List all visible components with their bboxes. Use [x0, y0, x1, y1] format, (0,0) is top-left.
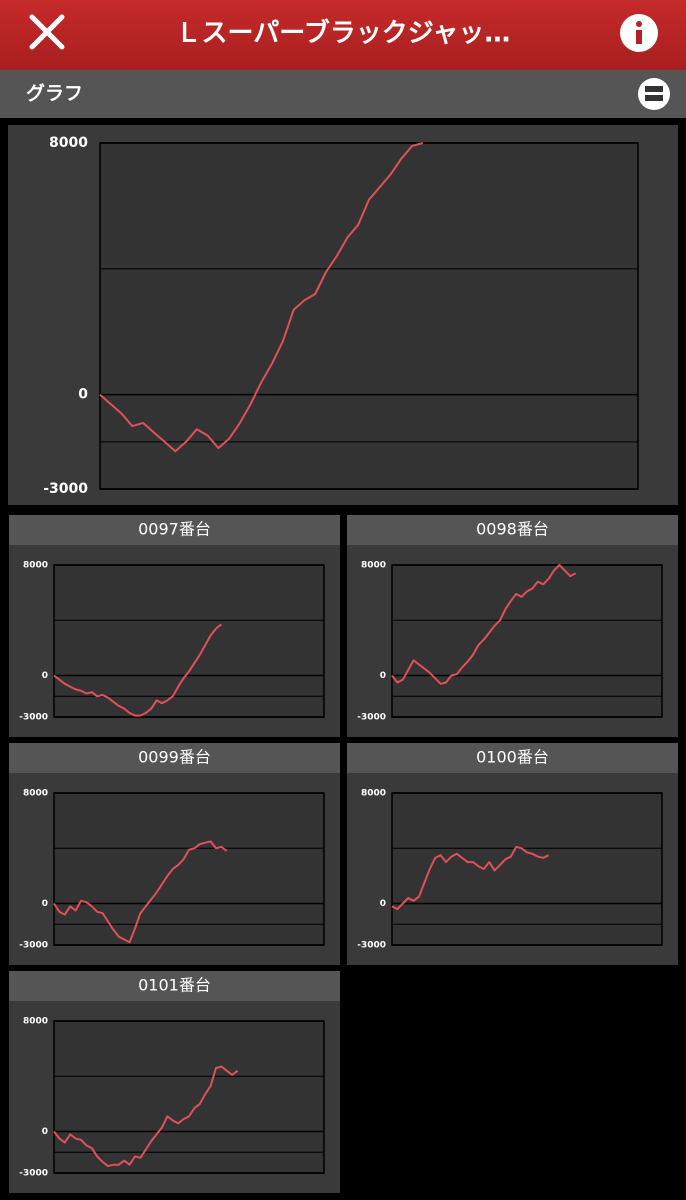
plot-area — [53, 564, 325, 718]
y-tick-label: -3000 — [19, 713, 48, 723]
plot-area — [53, 1020, 325, 1174]
series-line — [99, 142, 424, 453]
chart-title-bar — [9, 971, 340, 1001]
chart-title-bar — [347, 743, 678, 773]
chart-title: 0098番台 — [476, 520, 549, 539]
plot-area — [53, 792, 325, 946]
series-line — [391, 845, 550, 911]
y-tick-label: 0 — [380, 899, 386, 909]
chart-title-bar — [347, 515, 678, 545]
y-tick-label: -3000 — [19, 941, 48, 951]
info-button[interactable] — [620, 14, 658, 52]
chart-title-bar — [9, 515, 340, 545]
y-tick-label: 8000 — [23, 561, 48, 571]
y-tick-label: 0 — [78, 387, 88, 403]
section-bar — [0, 70, 686, 118]
y-tick-label: 8000 — [361, 561, 386, 571]
series-line — [53, 1065, 239, 1168]
plot-area — [391, 792, 663, 946]
plot-area — [99, 142, 639, 490]
close-button[interactable] — [29, 14, 65, 50]
series-line — [53, 840, 228, 944]
y-tick-label: -3000 — [43, 481, 88, 497]
chart-title: 0097番台 — [138, 520, 211, 539]
y-tick-label: 0 — [42, 1127, 48, 1137]
header-title: Ｌスーパーブラックジャッ… — [176, 18, 511, 49]
chart-title: 0099番台 — [138, 748, 211, 767]
y-tick-label: 0 — [380, 671, 386, 681]
section-title: グラフ — [26, 82, 83, 105]
y-tick-label: 8000 — [361, 789, 386, 799]
layout-toggle[interactable] — [638, 78, 670, 110]
y-tick-label: 8000 — [23, 1017, 48, 1027]
y-tick-label: 0 — [42, 899, 48, 909]
plot-area — [391, 564, 663, 718]
y-tick-label: -3000 — [357, 713, 386, 723]
y-tick-label: 8000 — [49, 135, 88, 151]
header-bar — [0, 0, 686, 70]
y-tick-label: 8000 — [23, 789, 48, 799]
chart-title: 0101番台 — [138, 976, 211, 995]
y-tick-label: -3000 — [19, 1169, 48, 1179]
series-line — [53, 623, 223, 717]
series-line — [391, 564, 577, 685]
chart-title-bar — [9, 743, 340, 773]
chart-title: 0100番台 — [476, 748, 549, 767]
y-tick-label: 0 — [42, 671, 48, 681]
y-tick-label: -3000 — [357, 941, 386, 951]
